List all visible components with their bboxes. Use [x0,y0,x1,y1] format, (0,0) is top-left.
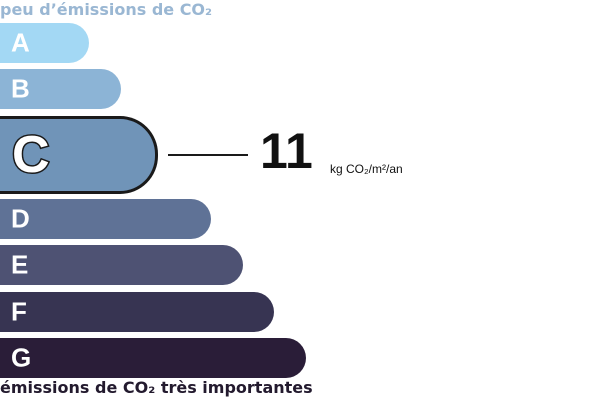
emission-unit: kg CO₂/m²/an [330,162,403,176]
class-letter: F [11,296,27,327]
class-bar-c-selected: C [0,116,158,194]
class-bar-f: F [0,292,274,332]
class-letter: E [11,249,29,280]
class-bar-b: B [0,69,121,109]
class-bar-e: E [0,245,243,285]
class-bar-a: A [0,23,89,63]
class-letter: D [11,203,30,234]
class-bar-d: D [0,199,211,239]
class-letter: G [11,342,32,373]
pointer-line [168,154,248,156]
class-bar-g: G [0,338,306,378]
high-emissions-label: émissions de CO₂ très importantes [0,378,313,397]
emission-value: 11 [260,123,313,179]
low-emissions-label: peu d’émissions de CO₂ [0,0,213,19]
class-letter: C [11,125,52,186]
class-letter: B [11,73,30,104]
class-letter: A [11,27,30,58]
